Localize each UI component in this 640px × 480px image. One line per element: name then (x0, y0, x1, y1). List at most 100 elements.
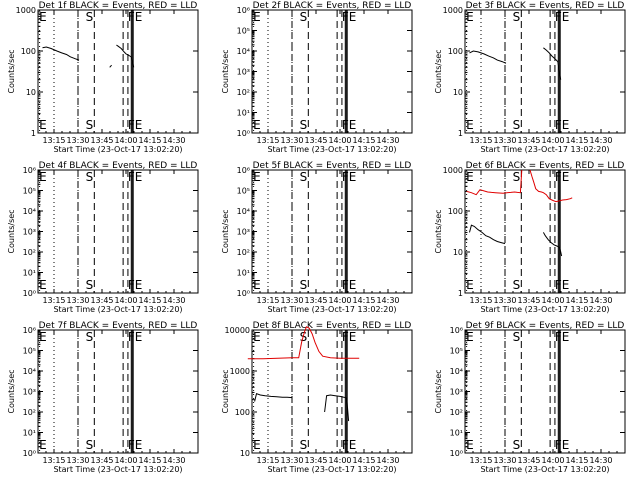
y-tick-label: 10⁰ (450, 449, 463, 458)
x-tick-label: 14:15 (565, 456, 588, 465)
y-tick-label: 10¹ (450, 429, 463, 438)
x-tick-label: 13:45 (517, 456, 540, 465)
panel-title: Det 2f BLACK = Events, RED = LLD (253, 1, 412, 11)
x-tick-label: 13:30 (66, 296, 89, 305)
plot-frame (37, 9, 199, 134)
y-tick-label: 1 (458, 289, 463, 298)
event-marker-e: E (253, 118, 261, 132)
x-tick-label: 13:15 (469, 136, 492, 145)
x-tick-label: 14:15 (352, 456, 375, 465)
series-events (324, 394, 350, 422)
panel-title: Det 3f BLACK = Events, RED = LLD (466, 1, 625, 11)
x-tick-label: 13:30 (66, 456, 89, 465)
y-tick-label: 10 (26, 88, 36, 97)
event-marker-e: E (466, 170, 474, 184)
y-tick-label: 10³ (23, 228, 36, 237)
series-events (42, 46, 80, 61)
event-marker-fe: FE (555, 330, 569, 344)
x-tick-label: 13:30 (493, 456, 516, 465)
x-tick-label: 14:00 (541, 456, 564, 465)
event-marker-s: S (513, 278, 521, 292)
event-marker-fe: FE (128, 278, 142, 292)
event-marker-fe: FE (128, 170, 142, 184)
x-tick-label: 14:15 (138, 136, 161, 145)
x-tick-label: 14:00 (328, 456, 351, 465)
y-axis-label: Counts/sec (221, 209, 230, 253)
y-axis-label: Counts/sec (221, 49, 230, 93)
x-tick-label: 13:15 (256, 136, 279, 145)
series-events (254, 393, 293, 402)
y-tick-label: 10⁴ (237, 47, 250, 56)
event-marker-s: S (86, 330, 94, 344)
event-marker-s: S (300, 278, 308, 292)
event-marker-e: E (466, 438, 474, 452)
x-tick-label: 14:00 (114, 136, 137, 145)
y-tick-label: 10⁶ (23, 326, 36, 335)
y-axis-label: Counts/sec (7, 369, 16, 413)
x-tick-label: 13:15 (469, 296, 492, 305)
x-tick-label: 14:30 (162, 296, 185, 305)
x-axis-label: Start Time (23-Oct-17 13:02:20) (53, 465, 182, 474)
x-tick-label: 13:15 (42, 296, 65, 305)
x-tick-label: 14:00 (541, 136, 564, 145)
series-events (116, 44, 135, 68)
y-tick-label: 10¹ (237, 269, 250, 278)
x-tick-label: 14:00 (328, 296, 351, 305)
x-tick-label: 13:15 (42, 456, 65, 465)
event-marker-s: S (86, 278, 94, 292)
plot-frame (464, 329, 626, 454)
event-marker-e: E (39, 10, 47, 24)
series-events (109, 64, 112, 68)
event-marker-s: S (300, 118, 308, 132)
y-axis-label: Counts/sec (221, 369, 230, 413)
y-tick-label: 10⁰ (237, 289, 250, 298)
y-tick-label: 10³ (237, 68, 250, 77)
event-marker-fe: FE (128, 10, 142, 24)
panel-title: Det 7f BLACK = Events, RED = LLD (39, 321, 198, 331)
y-tick-label: 10⁴ (23, 367, 36, 376)
series-events (469, 224, 506, 245)
x-tick-label: 13:30 (280, 136, 303, 145)
y-tick-label: 100 (21, 47, 36, 56)
y-axis-label: Counts/sec (434, 49, 443, 93)
x-tick-label: 13:15 (469, 456, 492, 465)
y-tick-label: 10⁵ (237, 187, 250, 196)
event-marker-e: E (253, 438, 261, 452)
x-tick-label: 13:45 (304, 136, 327, 145)
x-tick-label: 14:15 (352, 296, 375, 305)
event-marker-e: E (466, 330, 474, 344)
event-marker-fe: FE (342, 170, 356, 184)
x-tick-label: 14:00 (328, 136, 351, 145)
y-tick-label: 1 (458, 129, 463, 138)
event-marker-fe: FE (555, 438, 569, 452)
event-marker-fe: FE (555, 278, 569, 292)
series-events (543, 47, 562, 80)
x-tick-label: 13:15 (256, 456, 279, 465)
event-marker-s: S (300, 10, 308, 24)
y-tick-label: 1000 (443, 166, 463, 175)
x-tick-label: 14:15 (138, 296, 161, 305)
x-tick-label: 14:30 (162, 456, 185, 465)
x-axis-label: Start Time (23-Oct-17 13:02:20) (267, 305, 396, 314)
y-tick-label: 10⁴ (23, 207, 36, 216)
event-marker-s: S (86, 118, 94, 132)
x-tick-label: 13:15 (256, 296, 279, 305)
x-axis-label: Start Time (23-Oct-17 13:02:20) (53, 305, 182, 314)
x-tick-label: 14:00 (114, 456, 137, 465)
y-tick-label: 10⁰ (23, 449, 36, 458)
event-marker-e: E (466, 118, 474, 132)
x-axis-label: Start Time (23-Oct-17 13:02:20) (480, 145, 609, 154)
event-marker-e: E (253, 170, 261, 184)
event-marker-s: S (513, 10, 521, 24)
y-axis-label: Counts/sec (434, 209, 443, 253)
panel-title: Det 1f BLACK = Events, RED = LLD (39, 1, 198, 11)
plot-frame (251, 169, 413, 294)
